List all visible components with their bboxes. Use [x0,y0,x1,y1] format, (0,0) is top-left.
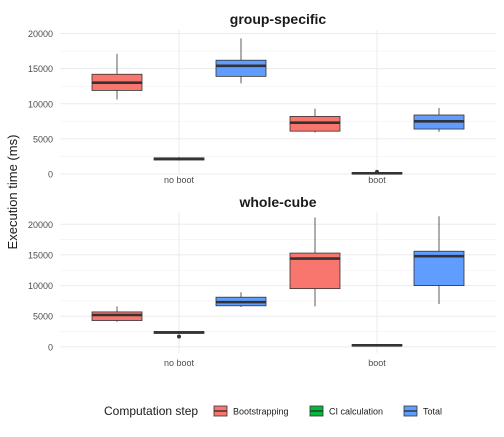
y-tick-label: 20000 [28,220,53,230]
y-tick-label: 15000 [28,64,53,74]
y-tick-label: 5000 [33,312,53,322]
box-outlier [177,334,181,339]
x-tick-label: boot [368,175,386,185]
y-tick-label: 15000 [28,250,53,260]
y-tick-label: 0 [48,170,53,180]
x-tick-label: no boot [164,175,195,185]
x-tick-label: no boot [164,358,195,368]
y-axis-label: Execution time (ms) [5,135,20,250]
y-tick-label: 20000 [28,29,53,39]
y-tick-label: 0 [48,342,53,352]
legend-title: Computation step [104,404,198,418]
legend-label: Bootstrapping [233,407,289,417]
box-body [215,59,267,77]
y-tick-label: 10000 [28,99,53,109]
legend-label: Total [423,407,442,417]
box-outlier [375,169,379,174]
legend-label: CI calculation [329,407,383,417]
x-tick-label: boot [368,358,386,368]
y-tick-label: 5000 [33,134,53,144]
y-tick-label: 10000 [28,281,53,291]
panel-title: whole-cube [238,194,316,210]
panel-title: group-specific [230,11,327,27]
